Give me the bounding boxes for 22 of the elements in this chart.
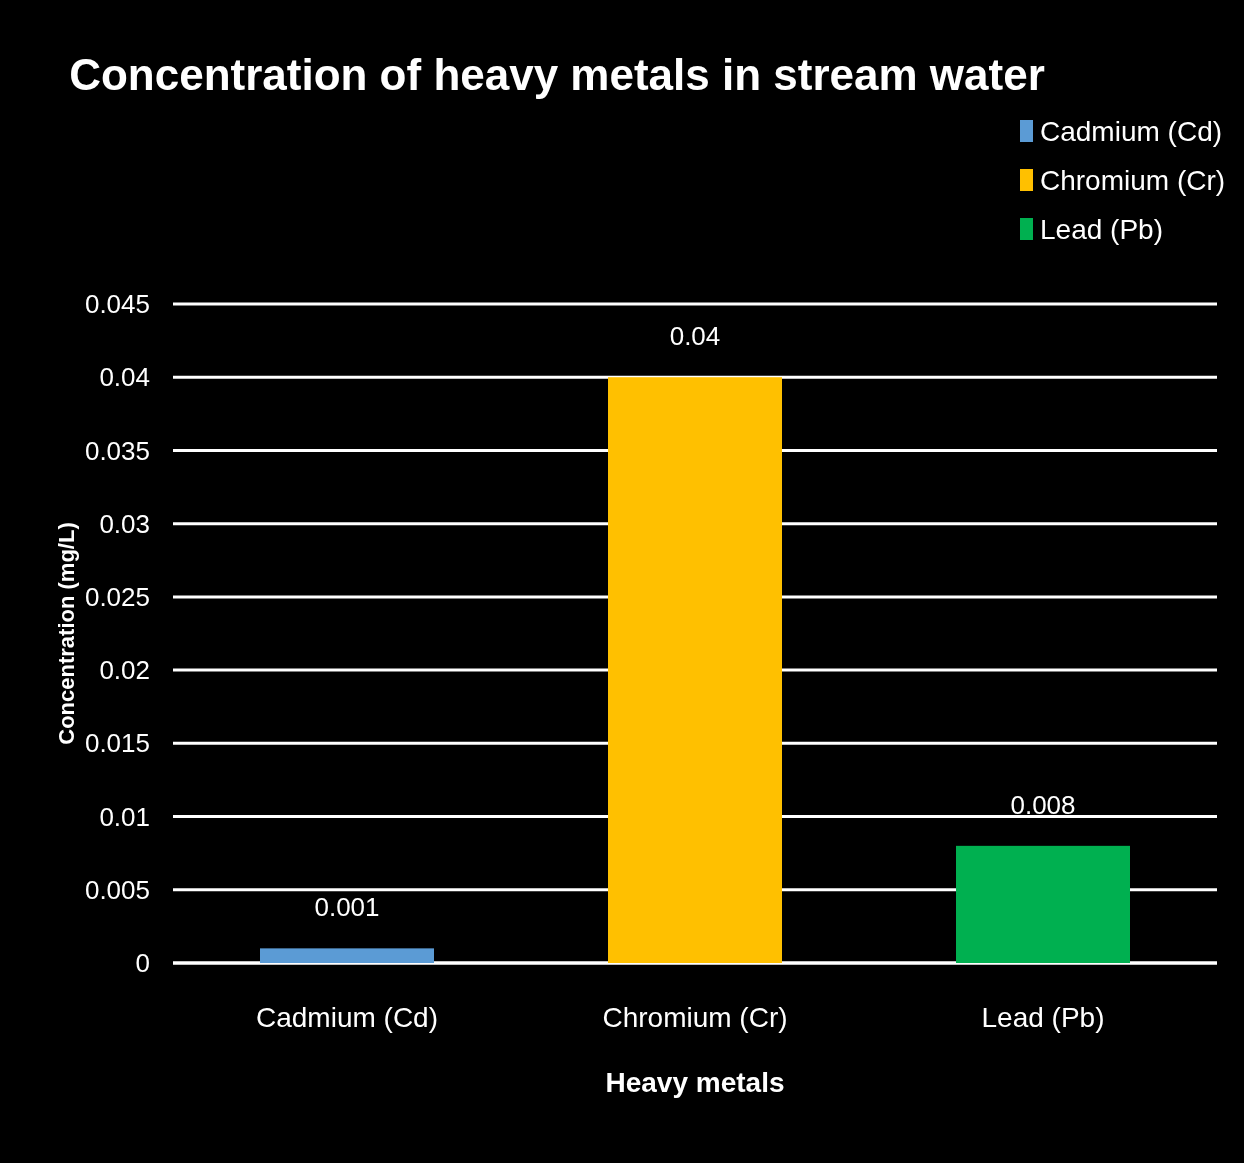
- x-tick-label: Chromium (Cr): [602, 1002, 788, 1033]
- y-tick-label: 0.04: [99, 362, 150, 393]
- data-label: 0.001: [314, 892, 380, 923]
- y-tick-label: 0.015: [84, 728, 150, 759]
- y-tick-label: 0.03: [99, 508, 150, 539]
- y-tick-label: 0.045: [84, 289, 150, 320]
- x-tick-label: Cadmium (Cd): [255, 1002, 439, 1033]
- y-tick-label: 0.02: [99, 655, 150, 686]
- chart-title: Concentration of heavy metals in stream water: [69, 50, 1045, 99]
- y-tick-label: 0.025: [84, 581, 150, 612]
- y-tick-label: 0.005: [84, 874, 150, 905]
- legend-label: Lead (Pb): [1040, 213, 1163, 245]
- data-label: 0.04: [669, 321, 721, 352]
- y-tick-label: 0: [135, 948, 150, 979]
- data-label: 0.008: [1010, 789, 1076, 820]
- legend-label: Cadmium (Cd): [1040, 115, 1223, 147]
- x-axis-title: Heavy metals: [605, 1067, 785, 1098]
- x-tick-label: Lead (Pb): [981, 1002, 1105, 1033]
- y-axis-title: Concentration (mg/L): [54, 522, 79, 745]
- legend-label: Chromium (Cr): [1040, 164, 1226, 196]
- y-tick-label: 0.01: [99, 801, 150, 832]
- y-tick-label: 0.035: [84, 435, 150, 466]
